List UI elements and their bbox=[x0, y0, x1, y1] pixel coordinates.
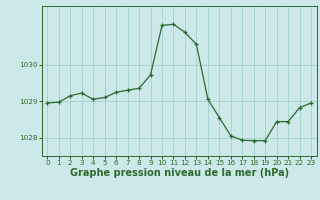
X-axis label: Graphe pression niveau de la mer (hPa): Graphe pression niveau de la mer (hPa) bbox=[70, 168, 289, 178]
